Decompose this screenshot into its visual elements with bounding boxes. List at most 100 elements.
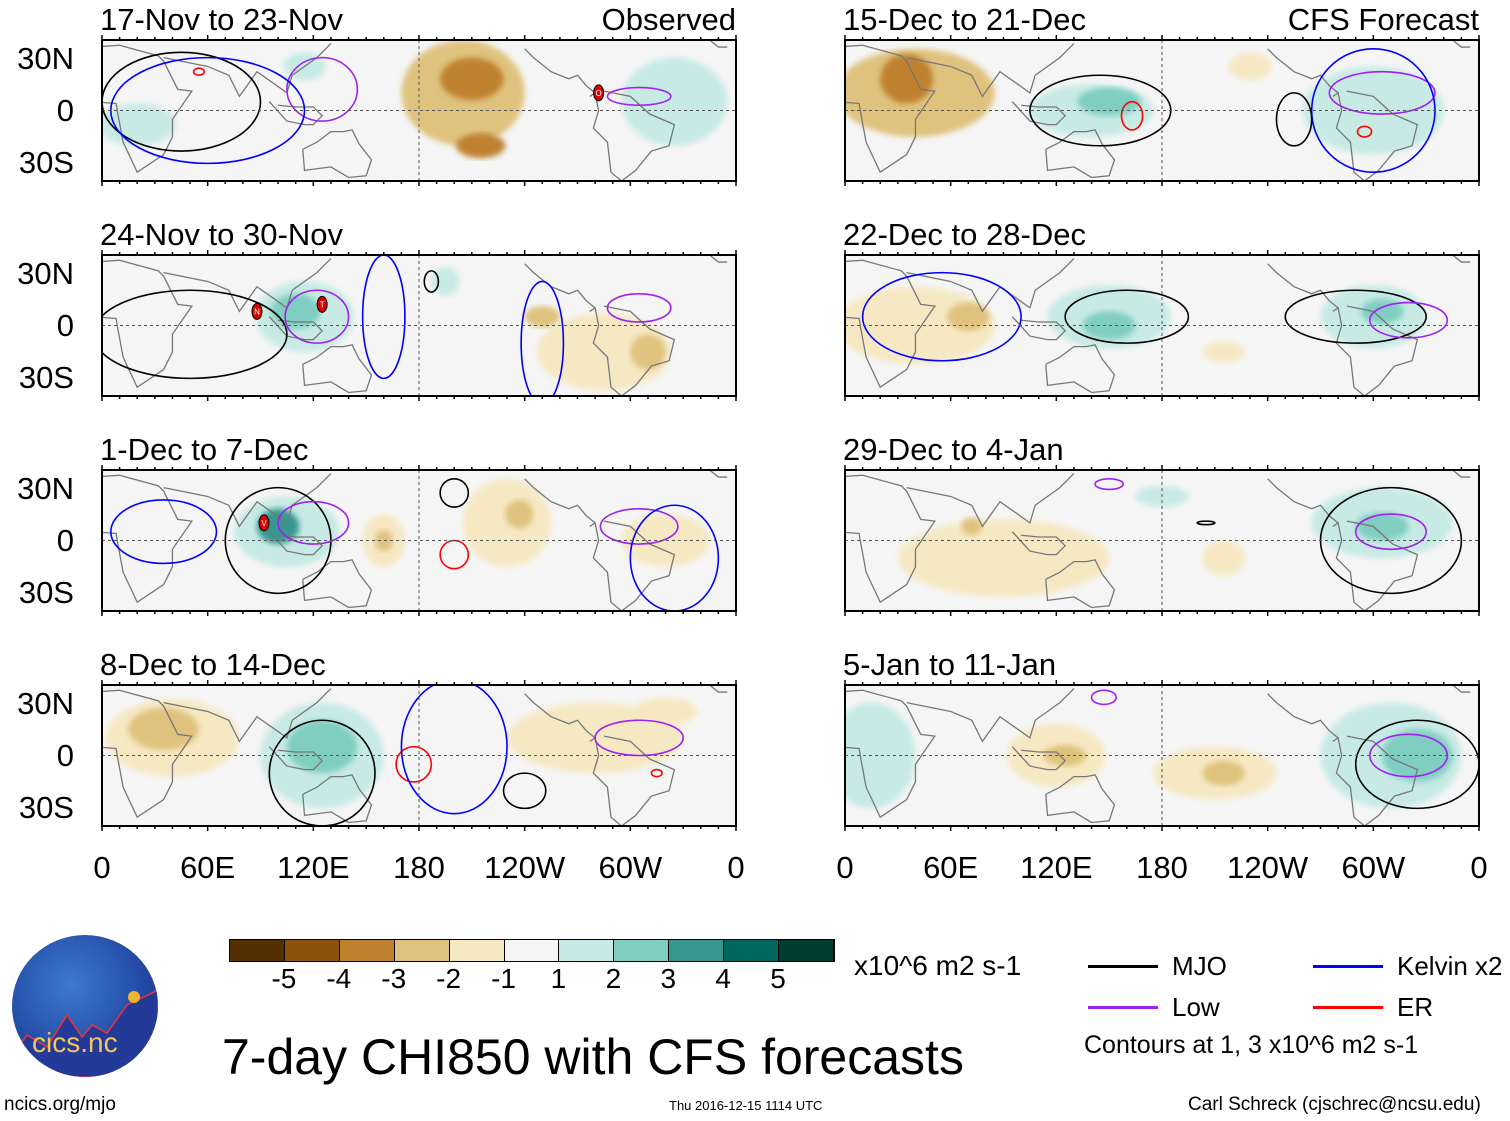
colorbar-units: x10^6 m2 s-1 <box>854 950 1022 981</box>
wet-anomaly-region <box>1355 512 1409 541</box>
mjo-contour <box>423 270 440 293</box>
coastline <box>302 129 373 179</box>
er-contour <box>439 539 470 570</box>
coastline <box>302 344 373 394</box>
lon-tick-label: 60E <box>180 850 236 885</box>
map-panel <box>844 465 1480 616</box>
coastline <box>906 473 1075 528</box>
wet-anomaly-region <box>845 702 916 809</box>
low-contour <box>277 500 350 545</box>
coastline <box>1335 305 1419 396</box>
coastline <box>163 688 332 743</box>
dry-anomaly-region <box>524 306 560 328</box>
er-contour <box>1356 125 1373 138</box>
lon-tick-label: 120E <box>277 850 350 885</box>
wet-anomaly-region <box>286 720 358 774</box>
coastline <box>845 689 936 819</box>
coastline <box>524 263 597 312</box>
wet-anomaly-region <box>1361 299 1404 324</box>
dry-anomaly-region <box>374 529 393 552</box>
footer-url[interactable]: ncics.org/mjo <box>4 1094 116 1115</box>
coastline <box>709 470 728 478</box>
coastline <box>1452 40 1471 48</box>
coastline <box>163 473 332 528</box>
colorbar-tick-label: -3 <box>381 963 407 994</box>
lon-tick-label: 0 <box>727 850 745 885</box>
map-panel <box>101 680 737 831</box>
panel-label: Observed <box>601 2 736 37</box>
coastline <box>102 44 193 174</box>
lon-tick-label: 0 <box>1470 850 1488 885</box>
colorbar-tick-label: 3 <box>660 963 677 994</box>
panel-title: 5-Jan to 11-Jan <box>843 647 1057 682</box>
coastline <box>1267 478 1340 527</box>
storm-letter: T <box>320 300 325 309</box>
low-contour <box>1328 70 1436 115</box>
coastline <box>906 688 1075 743</box>
colorbar-tick-label: -1 <box>491 963 516 994</box>
storm-letter: O <box>596 89 602 98</box>
coastline <box>845 474 936 604</box>
kelvin-contour <box>110 499 218 565</box>
panel-title: 1-Dec to 7-Dec <box>100 432 309 467</box>
coastline <box>592 305 676 396</box>
er-contour <box>650 768 663 778</box>
dry-anomaly-region <box>880 54 934 104</box>
lat-tick-label: 0 <box>56 738 74 773</box>
coastline <box>302 774 373 824</box>
coastline <box>709 685 728 693</box>
dry-anomaly-region <box>947 302 990 331</box>
low-contour <box>284 289 350 344</box>
cics-logo: cics.nc <box>12 935 158 1077</box>
coastline <box>1267 48 1340 97</box>
low-contour <box>599 507 679 545</box>
lat-tick-label: 30S <box>18 790 74 825</box>
lon-tick-label: 120E <box>1020 850 1093 885</box>
legend-label: MJO <box>1172 951 1227 981</box>
lat-tick-label: 30S <box>18 145 74 180</box>
map-panel <box>844 680 1480 831</box>
legend-line-mjo <box>1088 965 1158 968</box>
storm-letter: V <box>261 519 267 528</box>
dry-anomaly-region <box>633 697 698 726</box>
lat-tick-label: 30N <box>17 471 74 506</box>
wet-anomaly-region <box>1077 87 1141 116</box>
legend-label: ER <box>1397 992 1434 1022</box>
panel-title: 22-Dec to 28-Dec <box>843 217 1086 252</box>
mjo-contour <box>1064 289 1190 344</box>
coastline <box>709 40 728 48</box>
dry-anomaly-region <box>897 519 1110 597</box>
coastline <box>1011 531 1067 556</box>
kelvin-contour <box>400 685 508 815</box>
colorbar-swatch <box>504 940 560 961</box>
coastline <box>709 255 728 263</box>
low-contour <box>1369 301 1449 339</box>
coastline <box>1335 735 1419 826</box>
er-contour <box>192 67 205 77</box>
mjo-contour <box>1196 520 1216 526</box>
mjo-contour <box>102 289 288 380</box>
panel-title: 29-Dec to 4-Jan <box>843 432 1064 467</box>
colorbar-tick-label: -4 <box>326 963 352 994</box>
coastline <box>163 258 332 313</box>
colorbar-swatch <box>339 940 395 961</box>
coastline <box>524 693 597 742</box>
wet-anomaly-region <box>621 57 728 146</box>
coastline <box>268 746 324 771</box>
mountain-graphic <box>12 989 158 1077</box>
lon-tick-label: 120W <box>1227 850 1309 885</box>
colorbar-swatch <box>559 940 615 961</box>
low-contour <box>606 292 672 323</box>
panel-title: 8-Dec to 14-Dec <box>100 647 326 682</box>
dry-anomaly-region <box>505 499 534 529</box>
coastline <box>1011 746 1067 771</box>
tropical-cyclone-icon: N <box>251 302 263 320</box>
wet-anomaly-region <box>102 103 176 146</box>
colorbar-swatch <box>284 940 340 961</box>
dry-anomaly-region <box>1228 52 1272 81</box>
figure-title: 7-day CHI850 with CFS forecasts <box>222 1029 964 1085</box>
dry-anomaly-region <box>961 517 983 536</box>
colorbar-tick-label: 5 <box>770 963 786 994</box>
coastline <box>592 90 676 181</box>
